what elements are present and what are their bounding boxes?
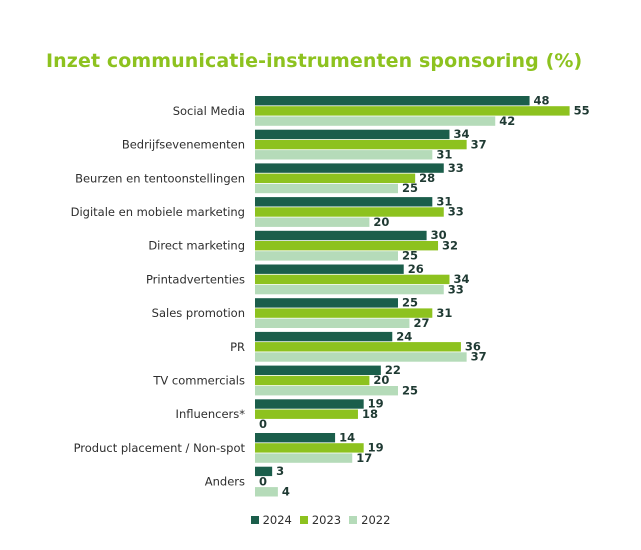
category-label: Product placement / Non-spot [74,441,246,455]
value-label: 37 [471,137,487,151]
bar-2023 [255,106,570,116]
bar-2024 [255,433,336,443]
bar-2024 [255,129,450,140]
value-label: 0 [259,474,267,488]
bar-2023 [255,274,450,285]
legend-swatch [299,516,308,524]
value-label: 0 [259,417,267,431]
value-label: 25 [402,249,418,263]
value-label: 20 [373,373,389,387]
value-label: 34 [453,127,469,141]
category-label: PR [230,340,245,354]
bar-2022 [255,453,353,463]
bar-2022 [255,386,398,396]
value-label: 28 [419,171,435,185]
bar-2024 [255,331,393,342]
value-label: 19 [368,397,384,411]
bar-2024 [255,399,364,409]
bar-2024 [255,264,404,274]
value-label: 27 [413,316,429,330]
value-label: 33 [448,282,464,296]
value-label: 25 [402,383,418,397]
bar-2024 [255,96,530,106]
value-label: 48 [534,93,550,107]
bar-2024 [255,197,433,207]
bar-2022 [255,487,278,497]
value-label: 31 [436,306,452,320]
bar-2022 [255,284,444,295]
bar-2023 [255,409,358,419]
value-label: 25 [402,181,418,195]
value-label: 22 [385,363,401,377]
category-label: TV commercials [152,374,245,388]
value-label: 19 [368,441,384,455]
chart-title: Inzet communicatie-instrumenten sponsori… [46,50,583,72]
value-label: 37 [471,350,487,364]
category-label: Direct marketing [148,239,245,253]
legend-swatch [250,516,259,524]
value-label: 31 [436,195,452,209]
value-label: 26 [408,262,424,276]
legend-item-2022: 2022 [349,513,390,527]
bar-2024 [255,163,444,173]
legend-swatch [349,516,358,524]
value-label: 33 [448,161,464,175]
bar-2023 [255,241,439,251]
bar-2024 [255,298,398,308]
bar-2022 [255,352,467,362]
value-label: 31 [436,148,452,162]
bar-2022 [255,251,398,261]
legend-label: 2023 [311,513,342,527]
legend-label: 2024 [262,513,292,527]
value-label: 55 [574,104,590,118]
value-label: 32 [442,238,458,252]
category-label: Printadvertenties [146,272,245,286]
value-label: 20 [373,215,389,229]
category-label: Social Media [173,104,245,118]
value-label: 25 [402,296,418,310]
legend-item-2023: 2023 [299,513,342,527]
value-label: 14 [339,430,355,444]
bar-2022 [255,150,433,160]
category-label: Sales promotion [152,306,245,320]
bar-2024 [255,466,273,477]
value-label: 3 [276,464,284,478]
bar-2022 [255,318,410,328]
legend-item-2024: 2024 [250,513,292,527]
bar-2023 [255,173,416,183]
value-label: 18 [362,407,378,421]
bar-2023 [255,342,461,352]
bar-2023 [255,443,364,453]
category-label: Anders [205,475,245,489]
category-label: Influencers* [176,407,246,421]
value-label: 42 [499,114,515,128]
category-label: Beurzen en tentoonstellingen [75,171,245,185]
value-label: 4 [282,485,290,499]
value-label: 30 [431,228,447,242]
bar-2023 [255,375,370,386]
bar-2024 [255,365,381,375]
value-label: 17 [356,451,372,465]
bar-2022 [255,116,496,126]
bar-2022 [255,183,398,194]
bar-2024 [255,230,427,241]
category-label: Bedrijfsevenementen [122,138,245,152]
bar-2022 [255,217,370,227]
legend: 2024 2023 2022 [0,513,641,527]
value-label: 36 [465,340,481,354]
value-label: 24 [396,329,412,343]
bar-2023 [255,207,444,217]
category-label: Digitale en mobiele marketing [71,205,245,219]
bar-2023 [255,308,433,318]
value-label: 33 [448,205,464,219]
legend-label: 2022 [361,513,391,527]
value-label: 34 [453,272,469,286]
bar-2023 [255,139,467,150]
